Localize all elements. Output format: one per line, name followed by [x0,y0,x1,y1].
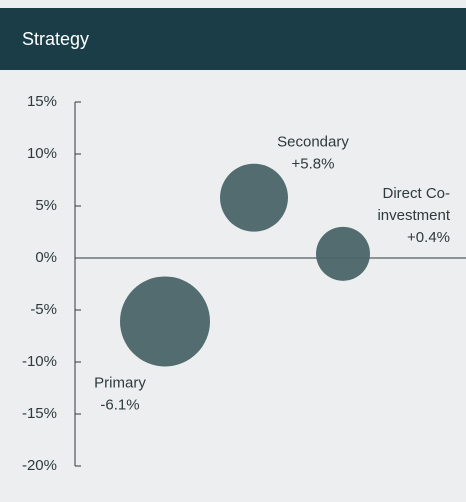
y-tick-label: -20% [22,457,57,474]
y-tick-label: -10% [22,353,57,370]
y-tick-label: -15% [22,405,57,422]
category-label: Direct Co- [382,185,450,202]
value-label: +5.8% [292,156,335,173]
bubble [220,163,288,232]
header-band [0,8,466,70]
y-tick-label: 5% [35,197,57,214]
value-label: +0.4% [407,229,450,246]
category-label: Primary [94,374,146,391]
bubble [120,276,210,367]
y-tick-label: -5% [30,301,57,318]
y-tick-label: 10% [27,145,57,162]
category-label: investment [377,207,450,224]
chart-title: Strategy [22,29,89,49]
y-tick-label: 0% [35,249,57,266]
y-tick-label: 15% [27,93,57,110]
category-label: Secondary [277,134,349,151]
bubble [316,226,370,281]
value-label: -6.1% [100,396,139,413]
